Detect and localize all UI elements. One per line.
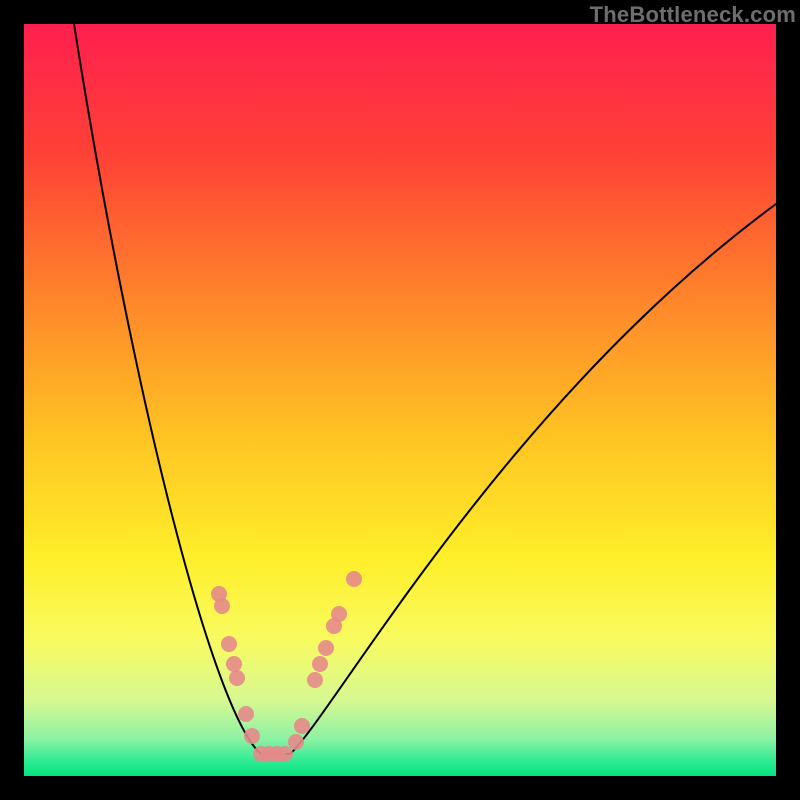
data-marker [221,636,237,652]
bottleneck-curve-chart [24,24,776,776]
chart-frame: TheBottleneck.com [0,0,800,800]
data-marker [277,746,293,762]
watermark-text: TheBottleneck.com [590,2,796,28]
data-marker [288,734,304,750]
data-marker [312,656,328,672]
data-marker [346,571,362,587]
data-marker [307,672,323,688]
plot-area [24,24,776,776]
gradient-background [24,24,776,776]
data-marker [318,640,334,656]
data-marker [244,728,260,744]
data-marker [294,718,310,734]
data-marker [226,656,242,672]
data-marker [229,670,245,686]
data-marker [331,606,347,622]
data-marker [238,706,254,722]
data-marker [214,598,230,614]
